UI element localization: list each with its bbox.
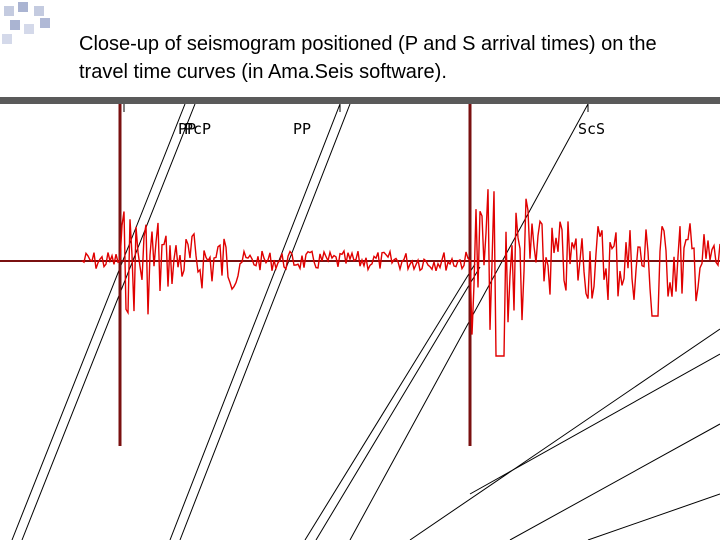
travel-curve (11, 104, 186, 540)
travel-curve (315, 266, 481, 540)
slide-title: Close-up of seismogram positioned (P and… (79, 33, 657, 83)
phase-label-pp-2: PP (293, 120, 311, 138)
phase-label-scs: ScS (578, 120, 605, 138)
travel-curve (509, 423, 720, 540)
travel-curve (179, 104, 351, 540)
decorative-squares (2, 2, 50, 44)
seismogram-trace (81, 189, 720, 357)
travel-curve (587, 493, 720, 540)
travel-curve (409, 328, 720, 540)
travel-curve (21, 104, 196, 540)
tick-marks (123, 104, 589, 112)
phase-label-pp-1: PP (178, 120, 196, 138)
travel-curve (304, 263, 476, 540)
phase-label-pcp: PcP (184, 120, 211, 138)
travel-curve (469, 353, 720, 495)
seismogram-plot: PP PcP PP ScS (0, 104, 720, 540)
travel-time-curves (11, 104, 720, 540)
travel-curve (169, 104, 341, 540)
plot-top-bar (0, 97, 720, 104)
